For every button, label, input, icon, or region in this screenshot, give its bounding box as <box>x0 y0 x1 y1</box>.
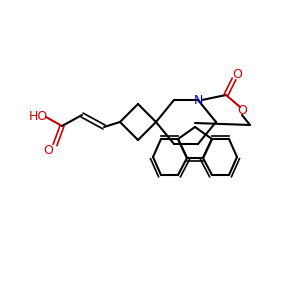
Text: O: O <box>43 143 53 157</box>
Text: O: O <box>232 68 242 80</box>
Text: N: N <box>193 94 203 106</box>
Text: HO: HO <box>28 110 48 124</box>
Text: O: O <box>237 104 247 118</box>
